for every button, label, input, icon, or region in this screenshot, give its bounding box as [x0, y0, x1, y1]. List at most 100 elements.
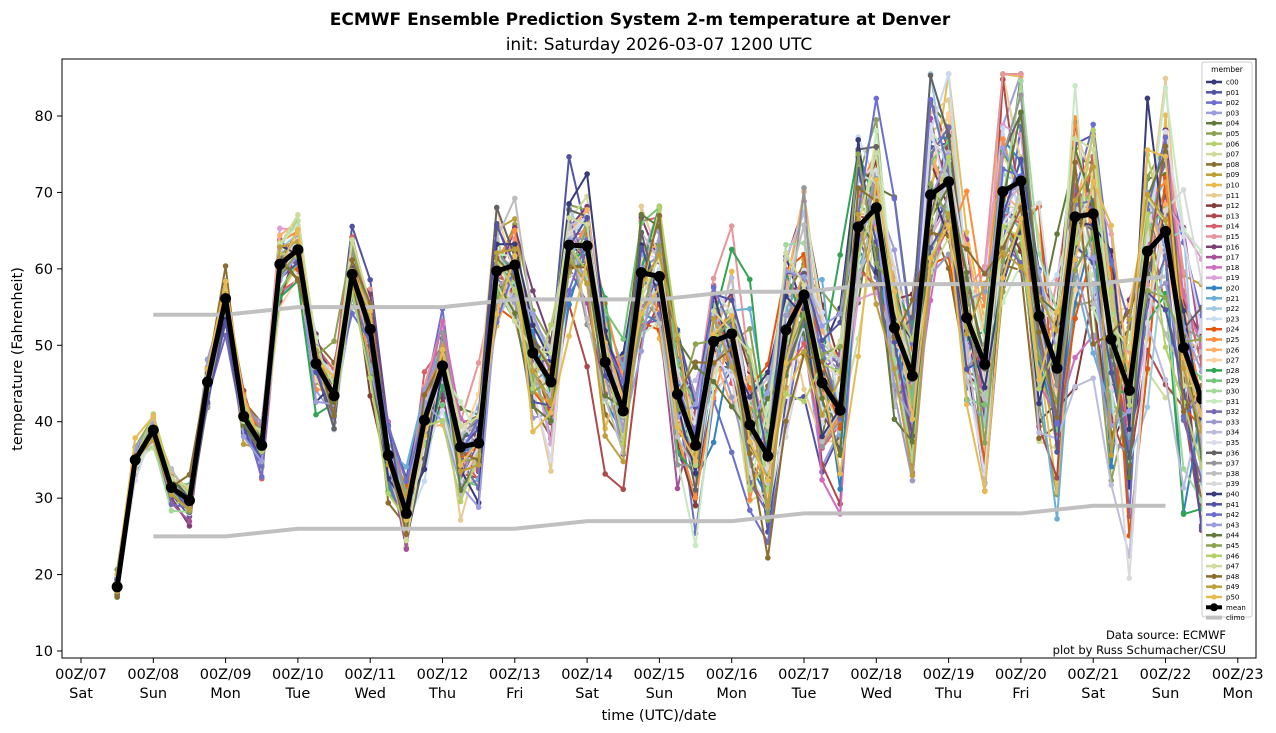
member-point: [1144, 287, 1151, 294]
legend-label: p49: [1226, 583, 1239, 591]
member-point: [1000, 249, 1006, 256]
legend-label: p23: [1226, 315, 1239, 323]
mean-point: [1051, 362, 1063, 374]
x-tick-label: 00Z/10: [272, 667, 324, 683]
member-point: [837, 310, 843, 317]
member-point: [1180, 485, 1187, 491]
legend-entry-p36: p36: [1206, 449, 1240, 457]
legend-entry-p46: p46: [1206, 552, 1240, 560]
legend-entry-p50: p50: [1206, 594, 1239, 602]
member-point: [439, 407, 446, 414]
member-point: [728, 297, 735, 303]
x-tick-day-label: Sat: [575, 686, 599, 702]
member-point: [240, 441, 247, 448]
x-tick-day-label: Tue: [285, 686, 311, 702]
member-point: [530, 403, 536, 410]
member-point: [891, 265, 898, 271]
member-point: [1072, 383, 1078, 390]
member-point: [493, 250, 500, 256]
member-point: [1126, 575, 1133, 581]
mean-point: [364, 323, 376, 335]
legend-label: p20: [1226, 285, 1239, 293]
member-point: [801, 222, 807, 228]
legend-entry-p48: p48: [1206, 573, 1239, 581]
member-point: [295, 226, 301, 233]
legend-entry-p09: p09: [1206, 171, 1239, 179]
member-point: [1090, 305, 1096, 311]
mean-point: [111, 581, 123, 593]
member-point: [1162, 85, 1169, 91]
member-point: [891, 339, 898, 345]
x-tick-label: 00Z/12: [417, 667, 469, 683]
member-point: [512, 216, 518, 222]
member-point: [963, 229, 970, 236]
member-point: [728, 394, 735, 400]
x-tick-day-label: Sun: [140, 686, 168, 702]
legend-entry-p21: p21: [1206, 295, 1239, 303]
member-point: [367, 393, 374, 399]
member-point: [819, 276, 825, 283]
mean-point: [925, 189, 937, 201]
member-point: [656, 203, 663, 210]
member-point: [728, 373, 735, 379]
legend-entry-p07: p07: [1206, 151, 1239, 159]
legend-swatch-marker: [1211, 367, 1217, 373]
legend-entry-p14: p14: [1206, 223, 1240, 231]
member-point: [1144, 191, 1151, 198]
member-point: [746, 385, 753, 391]
member-point: [530, 385, 536, 392]
member-point: [728, 246, 735, 253]
x-tick-label: 00Z/17: [778, 667, 830, 683]
member-point: [692, 359, 699, 366]
member-point: [457, 498, 464, 505]
mean-point: [1160, 225, 1171, 237]
legend-swatch-marker: [1211, 213, 1217, 219]
member-point: [313, 377, 319, 384]
member-point: [385, 500, 392, 506]
member-point: [1090, 255, 1096, 261]
member-point: [710, 315, 717, 322]
member-point: [1162, 394, 1169, 401]
legend-label: p42: [1226, 511, 1239, 519]
member-point: [1108, 452, 1115, 458]
member-point: [1072, 267, 1078, 274]
member-point: [638, 310, 645, 317]
member-point: [819, 477, 825, 483]
legend-swatch-marker: [1211, 89, 1217, 95]
member-point: [548, 409, 554, 416]
legend-label: p37: [1226, 460, 1239, 468]
member-point: [240, 433, 247, 440]
legend-label: p48: [1226, 573, 1239, 581]
member-point: [765, 389, 771, 396]
member-point: [1180, 511, 1187, 517]
mean-point: [690, 439, 702, 451]
legend-label: mean: [1226, 604, 1246, 612]
mean-point: [726, 328, 738, 340]
member-point: [349, 257, 355, 263]
legend-swatch-marker: [1211, 141, 1217, 147]
member-point: [765, 423, 771, 429]
mean-point: [1141, 245, 1153, 257]
legend-swatch-marker: [1211, 439, 1217, 446]
legend-entry-p37: p37: [1206, 460, 1239, 468]
legend-entry-p13: p13: [1206, 212, 1239, 220]
member-point: [186, 523, 193, 529]
member-point: [602, 433, 608, 439]
mean-point: [382, 449, 394, 461]
member-point: [656, 320, 663, 327]
member-point: [258, 458, 265, 465]
legend-swatch-marker: [1211, 532, 1217, 538]
member-point: [945, 132, 952, 139]
member-point: [548, 457, 554, 463]
member-point: [331, 338, 337, 345]
legend-entry-p27: p27: [1206, 357, 1239, 365]
member-point: [584, 214, 590, 221]
member-point: [1000, 71, 1006, 77]
member-point: [530, 287, 536, 294]
member-point: [728, 364, 735, 370]
member-point: [1126, 474, 1133, 481]
member-point: [819, 309, 825, 316]
legend-entry-p12: p12: [1206, 202, 1239, 210]
member-point: [728, 403, 735, 410]
